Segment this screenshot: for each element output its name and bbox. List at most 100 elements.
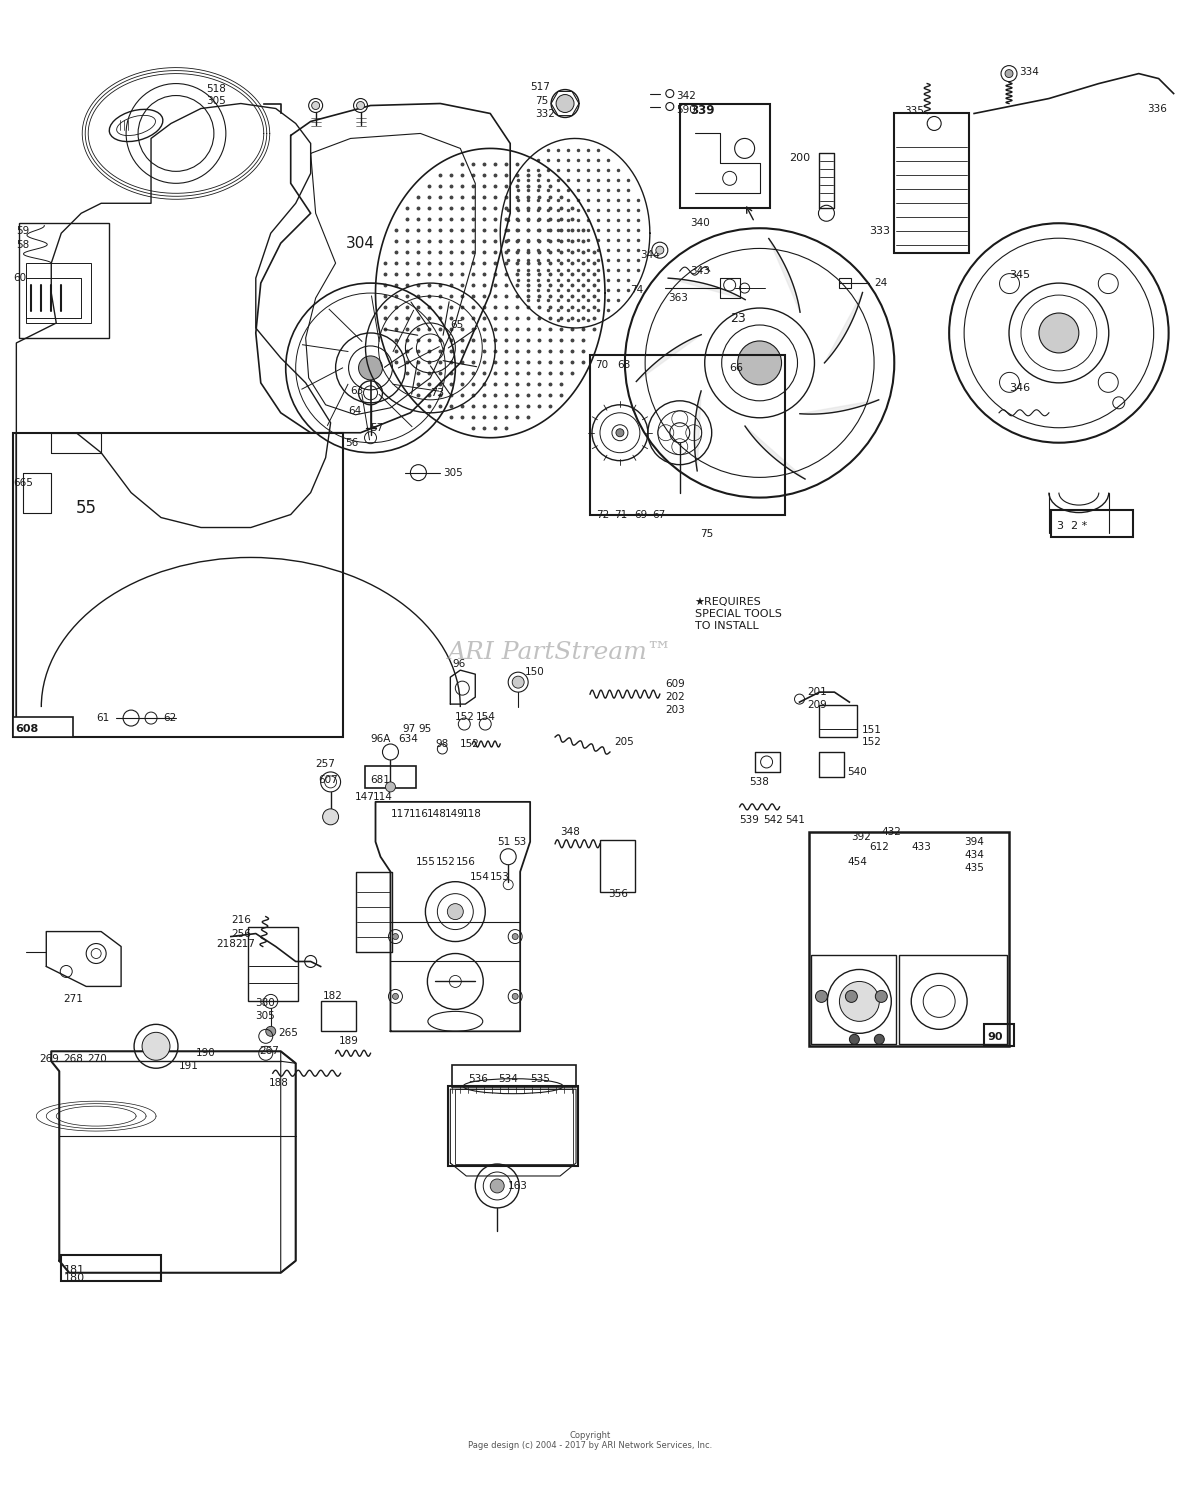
Text: ★REQUIRES
SPECIAL TOOLS
TO INSTALL: ★REQUIRES SPECIAL TOOLS TO INSTALL — [695, 597, 781, 631]
Text: 116: 116 — [408, 809, 428, 819]
Text: 271: 271 — [64, 994, 83, 1004]
Text: 62: 62 — [163, 713, 176, 724]
Circle shape — [656, 246, 664, 254]
Text: 55: 55 — [77, 498, 97, 516]
Text: 149: 149 — [445, 809, 464, 819]
Circle shape — [1005, 70, 1012, 78]
Text: 541: 541 — [786, 815, 806, 825]
Text: 257: 257 — [315, 759, 335, 768]
Text: 154: 154 — [477, 712, 496, 722]
Text: 394: 394 — [964, 837, 984, 847]
Text: 72: 72 — [596, 510, 609, 519]
Bar — [448, 1086, 578, 1167]
Text: 152: 152 — [861, 737, 881, 747]
Bar — [599, 840, 635, 892]
Circle shape — [312, 101, 320, 109]
Text: 181: 181 — [64, 1265, 85, 1274]
Text: 156: 156 — [455, 856, 476, 867]
Text: 24: 24 — [874, 278, 887, 288]
Text: 256: 256 — [231, 928, 250, 938]
Text: 98: 98 — [435, 739, 448, 749]
Bar — [894, 113, 969, 254]
Bar — [899, 955, 1007, 1044]
Text: 188: 188 — [269, 1079, 289, 1088]
Text: 200: 200 — [789, 154, 811, 164]
Circle shape — [490, 1179, 504, 1194]
Text: 75: 75 — [700, 530, 713, 540]
Text: 23: 23 — [729, 312, 746, 324]
Text: 3  2 *: 3 2 * — [1057, 521, 1087, 531]
Bar — [819, 706, 858, 737]
Text: 334: 334 — [1020, 67, 1038, 76]
Circle shape — [512, 994, 518, 1000]
Text: 356: 356 — [608, 889, 628, 898]
Text: 363: 363 — [668, 292, 688, 303]
Circle shape — [839, 982, 879, 1022]
Text: 345: 345 — [1009, 270, 1030, 280]
Text: 305: 305 — [444, 467, 463, 477]
Text: 209: 209 — [807, 700, 827, 710]
Text: 147: 147 — [354, 792, 374, 801]
Text: 434: 434 — [964, 850, 984, 859]
Circle shape — [142, 1032, 170, 1061]
Text: 268: 268 — [64, 1055, 83, 1064]
Bar — [13, 433, 342, 737]
Text: 70: 70 — [595, 360, 608, 370]
Text: 344: 344 — [640, 251, 660, 260]
Bar — [452, 1065, 576, 1088]
Text: 64: 64 — [348, 406, 362, 416]
Text: 150: 150 — [525, 667, 545, 677]
Bar — [680, 103, 769, 209]
Circle shape — [447, 904, 464, 919]
Text: 517: 517 — [530, 82, 550, 91]
Text: 538: 538 — [749, 777, 769, 786]
Text: 435: 435 — [964, 862, 984, 873]
Bar — [365, 765, 417, 788]
Text: 190: 190 — [196, 1049, 216, 1058]
Text: 203: 203 — [664, 706, 684, 715]
Text: 71: 71 — [614, 510, 628, 519]
Circle shape — [1038, 313, 1079, 354]
Text: 380: 380 — [255, 998, 275, 1009]
Text: 336: 336 — [1147, 103, 1167, 113]
Text: 97: 97 — [402, 724, 415, 734]
Text: 265: 265 — [278, 1028, 299, 1038]
Text: 66: 66 — [729, 363, 743, 373]
Circle shape — [815, 991, 827, 1003]
Text: 96: 96 — [452, 659, 466, 670]
Bar — [61, 1255, 160, 1280]
Polygon shape — [825, 292, 863, 363]
Text: 539: 539 — [740, 815, 760, 825]
Polygon shape — [668, 278, 746, 300]
Text: 61: 61 — [96, 713, 110, 724]
Text: 155: 155 — [415, 856, 435, 867]
Text: 201: 201 — [807, 688, 827, 697]
Text: 53: 53 — [513, 837, 526, 847]
Text: 348: 348 — [560, 827, 579, 837]
Text: 59: 59 — [17, 227, 30, 236]
Bar — [26, 263, 91, 322]
Text: 60: 60 — [13, 273, 26, 283]
Circle shape — [356, 101, 365, 109]
Text: 340: 340 — [690, 218, 709, 228]
Text: 154: 154 — [471, 871, 490, 882]
Text: 96A: 96A — [371, 734, 391, 745]
Text: 392: 392 — [852, 831, 871, 841]
Text: 68: 68 — [617, 360, 630, 370]
Polygon shape — [745, 427, 805, 479]
Text: 339: 339 — [690, 104, 714, 116]
Text: 117: 117 — [391, 809, 411, 819]
Text: 342: 342 — [676, 91, 696, 100]
Circle shape — [876, 991, 887, 1003]
Circle shape — [512, 676, 524, 688]
Text: 191: 191 — [179, 1061, 199, 1071]
Text: 333: 333 — [870, 227, 891, 236]
Text: 346: 346 — [1009, 383, 1030, 392]
Polygon shape — [800, 400, 879, 415]
Circle shape — [386, 782, 395, 792]
Text: 163: 163 — [509, 1182, 529, 1191]
Text: 608: 608 — [15, 724, 39, 734]
Circle shape — [359, 357, 382, 380]
Text: 269: 269 — [39, 1055, 59, 1064]
Text: 67: 67 — [651, 510, 666, 519]
